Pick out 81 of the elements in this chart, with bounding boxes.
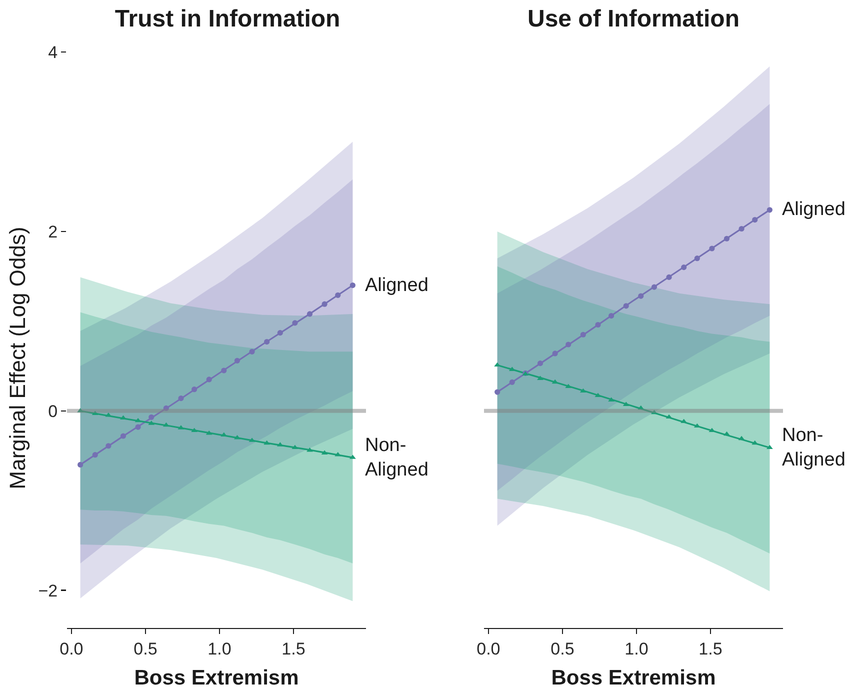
chart-title: Trust in Information <box>114 5 340 32</box>
point <box>738 226 744 232</box>
point <box>681 264 687 270</box>
point <box>738 436 745 440</box>
point <box>724 236 730 242</box>
point <box>651 284 658 290</box>
y-tick-label: −2 <box>38 581 58 600</box>
point <box>650 410 658 414</box>
point <box>221 368 227 374</box>
point <box>752 216 758 223</box>
point <box>608 397 615 402</box>
point <box>292 320 298 326</box>
x-tick-label: 0.0 <box>60 640 84 659</box>
point <box>508 366 516 372</box>
point <box>694 423 700 428</box>
point <box>335 292 341 298</box>
x-axis-title: Boss Extremism <box>551 666 716 690</box>
point <box>306 311 313 317</box>
x-tick-label: 1.5 <box>282 640 306 659</box>
point <box>163 405 169 411</box>
point <box>509 379 515 385</box>
x-axis-title: Boss Extremism <box>134 666 299 690</box>
point <box>206 376 212 382</box>
point <box>106 443 112 449</box>
x-tick-label: 1.5 <box>698 640 722 659</box>
point <box>580 388 586 393</box>
point <box>277 330 283 336</box>
point <box>680 418 688 424</box>
series-label: Aligned <box>365 275 428 296</box>
point <box>724 431 730 436</box>
point <box>92 452 98 458</box>
y-tick-label: 2 <box>48 222 58 242</box>
point <box>552 379 558 384</box>
point <box>234 434 240 440</box>
point <box>249 348 255 354</box>
point <box>694 256 700 262</box>
point <box>264 338 270 345</box>
series-label: Non-Aligned <box>365 435 428 481</box>
point <box>537 360 544 366</box>
x-tick-label: 0.5 <box>550 640 574 659</box>
point <box>566 342 572 348</box>
point <box>594 392 602 398</box>
point <box>580 332 586 338</box>
y-tick-label: 0 <box>48 402 58 421</box>
point <box>322 301 328 307</box>
y-tick-label: 4 <box>48 42 58 62</box>
point <box>595 322 601 328</box>
point <box>552 350 558 356</box>
point <box>120 433 126 439</box>
x-tick-label: 1.0 <box>208 640 232 659</box>
point <box>752 440 758 445</box>
series-label: Aligned <box>782 199 846 220</box>
point <box>666 274 672 280</box>
point <box>234 358 240 364</box>
x-tick-label: 0.5 <box>134 640 158 659</box>
x-tick-label: 0.0 <box>476 640 500 659</box>
point <box>135 424 141 430</box>
point <box>565 384 572 388</box>
point <box>162 422 170 427</box>
point <box>638 405 644 410</box>
chart-title: Use of Information <box>527 5 740 32</box>
point <box>709 246 715 252</box>
point <box>623 303 629 309</box>
point <box>78 462 84 468</box>
point <box>191 428 198 432</box>
point <box>766 207 772 213</box>
point <box>494 389 500 395</box>
point <box>666 414 672 419</box>
point <box>608 312 614 319</box>
point <box>638 293 644 299</box>
series-label: Non-Aligned <box>782 425 846 471</box>
point <box>148 414 154 420</box>
point <box>292 444 298 450</box>
point <box>350 282 356 288</box>
y-axis-title: Marginal Effect (Log Odds) <box>5 226 30 490</box>
point <box>178 396 184 402</box>
point <box>766 444 773 450</box>
point <box>192 386 198 392</box>
point <box>264 440 270 445</box>
x-tick-label: 1.0 <box>624 640 648 659</box>
point <box>134 418 142 422</box>
